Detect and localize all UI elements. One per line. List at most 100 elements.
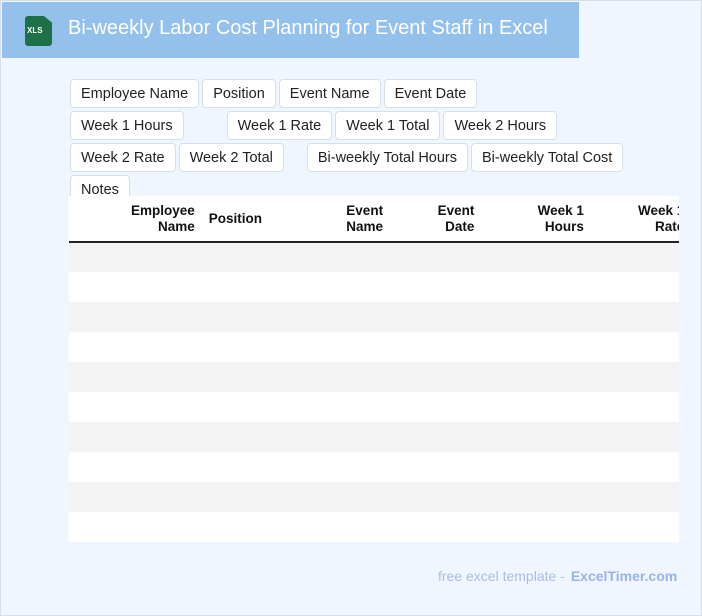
table-cell[interactable]	[299, 302, 386, 332]
column-header-line: Name	[346, 218, 384, 234]
field-chip[interactable]: Week 2 Hours	[443, 111, 558, 140]
table-cell[interactable]	[197, 332, 300, 362]
table-cell[interactable]	[69, 332, 197, 362]
table-cell[interactable]	[299, 482, 386, 512]
field-chip[interactable]: Event Date	[383, 79, 478, 108]
table-cell[interactable]	[69, 422, 197, 452]
column-header[interactable]: Position	[196, 196, 300, 243]
field-chips: Employee Name Position Event Name Event Dat…	[70, 79, 630, 204]
table-cell[interactable]	[69, 482, 197, 512]
table-cell[interactable]	[69, 362, 197, 392]
field-chip[interactable]: Bi-weekly Total Cost	[471, 143, 624, 172]
field-chip[interactable]: Employee Name	[70, 79, 200, 108]
table-cell[interactable]	[385, 332, 476, 362]
table-cell[interactable]	[69, 242, 197, 272]
table-cell[interactable]	[299, 362, 386, 392]
table-cell[interactable]	[197, 512, 300, 542]
table-cell[interactable]	[299, 332, 385, 362]
xls-file-icon: XLS	[25, 16, 52, 46]
table-cell[interactable]	[476, 392, 586, 422]
table-row	[69, 242, 679, 272]
column-header-line: Name	[158, 218, 195, 234]
table-row	[69, 452, 679, 482]
table-cell[interactable]	[299, 422, 386, 452]
field-chip[interactable]: Week 1 Total	[335, 111, 441, 140]
table-cell[interactable]	[476, 452, 586, 482]
column-header[interactable]: Event Date	[385, 196, 477, 243]
table-cell[interactable]	[69, 452, 197, 482]
column-header[interactable]: Employee Name	[69, 196, 197, 243]
table-cell[interactable]	[299, 512, 385, 542]
table-cell[interactable]	[586, 512, 679, 542]
table-cell[interactable]	[69, 392, 197, 422]
table-cell[interactable]	[476, 332, 586, 362]
table-cell[interactable]	[69, 512, 197, 542]
table-row	[69, 302, 679, 332]
field-chip[interactable]: Week 1 Hours	[70, 111, 184, 140]
table-cell[interactable]	[586, 332, 679, 362]
table-row	[69, 332, 679, 362]
table-cell[interactable]	[385, 512, 476, 542]
field-chip[interactable]: Bi-weekly Total Hours	[306, 143, 469, 172]
field-chip[interactable]: Position	[202, 79, 276, 108]
table-row	[69, 362, 679, 392]
table-row	[69, 272, 679, 302]
table-cell[interactable]	[476, 272, 586, 302]
field-chip[interactable]: Event Name	[278, 79, 381, 108]
table-cell[interactable]	[69, 302, 197, 332]
table-row	[69, 512, 679, 542]
table-cell[interactable]	[299, 392, 385, 422]
table-cell[interactable]	[196, 302, 300, 332]
table-row	[69, 392, 679, 422]
table-cell[interactable]	[197, 392, 300, 422]
table-cell[interactable]	[585, 242, 679, 272]
table-cell[interactable]	[385, 362, 477, 392]
data-table: Employee Name Position Event Name Event Date We…	[69, 196, 679, 542]
table-cell[interactable]	[585, 362, 679, 392]
column-header-line: Rate	[655, 218, 679, 234]
table-cell[interactable]	[586, 272, 679, 302]
table-cell[interactable]	[197, 272, 300, 302]
field-chip[interactable]: Week 2 Total	[178, 143, 284, 172]
footer-brand-link[interactable]: ExcelTimer.com	[570, 568, 678, 584]
table-cell[interactable]	[299, 242, 386, 272]
column-header-line: Position	[208, 210, 263, 226]
table-cell[interactable]	[586, 452, 679, 482]
table-cell[interactable]	[385, 302, 477, 332]
table-cell[interactable]	[197, 452, 300, 482]
column-header[interactable]: Week 1 Hours	[476, 196, 586, 243]
table-cell[interactable]	[385, 392, 476, 422]
table-row	[69, 482, 679, 512]
table-cell[interactable]	[196, 482, 300, 512]
table-cell[interactable]	[196, 362, 300, 392]
table-cell[interactable]	[385, 242, 477, 272]
table-cell[interactable]	[299, 272, 385, 302]
table-cell[interactable]	[385, 272, 476, 302]
table-cell[interactable]	[476, 362, 586, 392]
table-cell[interactable]	[385, 482, 477, 512]
field-chip[interactable]: Week 1 Rate	[226, 111, 333, 140]
table-cell[interactable]	[385, 452, 476, 482]
table-cell[interactable]	[196, 422, 300, 452]
table-cell[interactable]	[69, 272, 197, 302]
table-cell[interactable]	[385, 422, 477, 452]
table-cell[interactable]	[585, 302, 679, 332]
table-cell[interactable]	[299, 452, 385, 482]
xls-icon-label: XLS	[27, 26, 43, 35]
table-cell[interactable]	[476, 422, 586, 452]
table-cell[interactable]	[476, 512, 586, 542]
table-cell[interactable]	[585, 482, 679, 512]
table-cell[interactable]	[585, 422, 679, 452]
table-row	[69, 422, 679, 452]
column-header[interactable]: Event Name	[299, 196, 386, 243]
footer-credit: free excel template - ExcelTimer.com	[438, 568, 677, 584]
field-chip[interactable]: Week 2 Rate	[70, 143, 176, 172]
table-cell[interactable]	[476, 302, 586, 332]
table-cell[interactable]	[586, 392, 679, 422]
footer-text: free excel template -	[438, 568, 565, 584]
table-cell[interactable]	[476, 242, 586, 272]
column-header-line: Week 1	[537, 202, 584, 218]
table-cell[interactable]	[476, 482, 586, 512]
table-cell[interactable]	[196, 242, 300, 272]
